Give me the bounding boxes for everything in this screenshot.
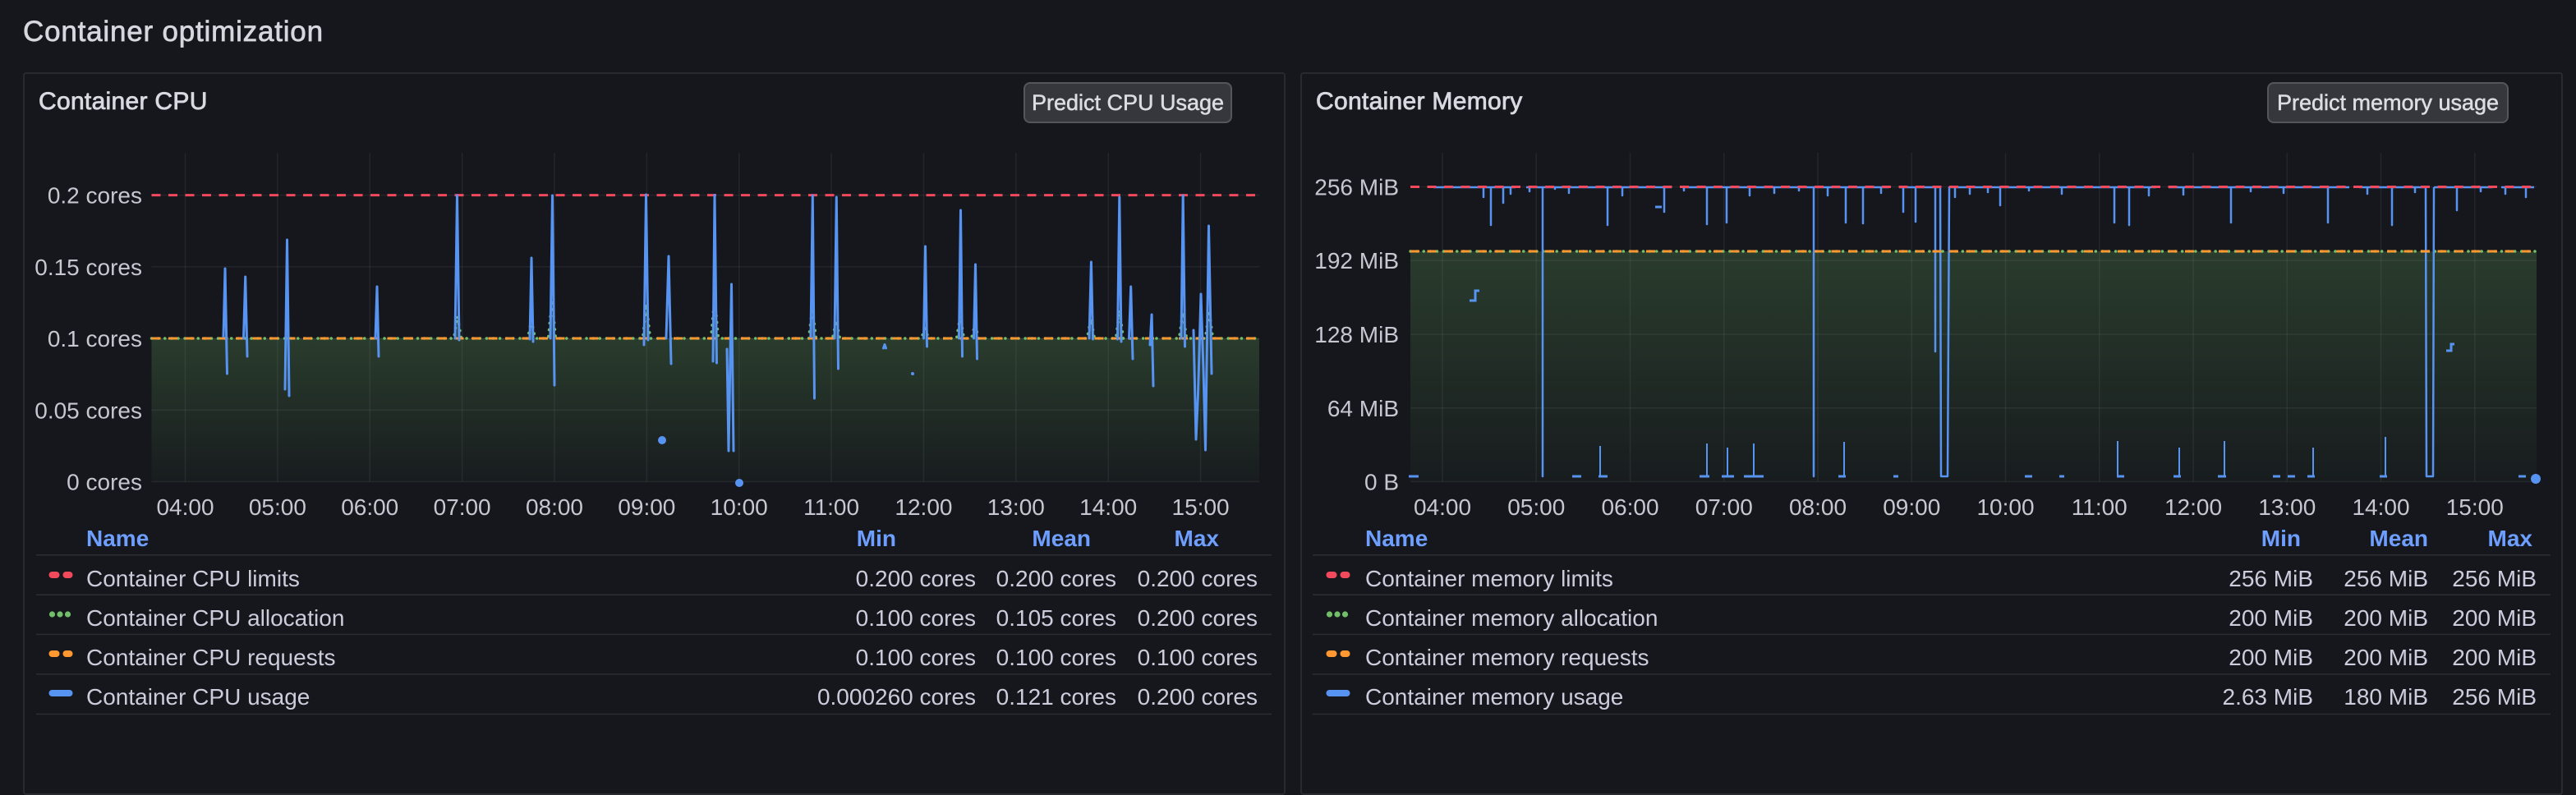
svg-text:14:00: 14:00	[2352, 494, 2409, 520]
svg-text:11:00: 11:00	[803, 494, 859, 520]
svg-text:06:00: 06:00	[341, 494, 398, 520]
svg-text:0.200 cores: 0.200 cores	[856, 566, 976, 591]
svg-text:12:00: 12:00	[895, 494, 952, 520]
svg-text:0.100 cores: 0.100 cores	[856, 605, 976, 631]
svg-text:10:00: 10:00	[1976, 494, 2034, 520]
svg-text:256 MiB: 256 MiB	[2344, 566, 2428, 591]
svg-text:0.105 cores: 0.105 cores	[996, 605, 1116, 631]
svg-text:192 MiB: 192 MiB	[1314, 248, 1399, 273]
svg-text:256 MiB: 256 MiB	[1314, 175, 1399, 200]
svg-text:0.100 cores: 0.100 cores	[856, 645, 976, 670]
svg-text:Min: Min	[857, 526, 896, 551]
svg-text:Container memory allocation: Container memory allocation	[1365, 605, 1658, 631]
svg-text:12:00: 12:00	[2164, 494, 2222, 520]
svg-text:07:00: 07:00	[1695, 494, 1753, 520]
svg-text:Name: Name	[1365, 526, 1428, 551]
svg-text:Max: Max	[2488, 526, 2533, 551]
svg-text:05:00: 05:00	[249, 494, 306, 520]
svg-text:256 MiB: 256 MiB	[2452, 566, 2537, 591]
svg-text:0.05 cores: 0.05 cores	[34, 398, 142, 423]
svg-text:2.63 MiB: 2.63 MiB	[2223, 684, 2314, 710]
svg-text:200 MiB: 200 MiB	[2229, 645, 2313, 670]
svg-text:256 MiB: 256 MiB	[2229, 566, 2313, 591]
svg-text:Min: Min	[2261, 526, 2301, 551]
svg-text:Container memory requests: Container memory requests	[1365, 645, 1649, 670]
svg-text:200 MiB: 200 MiB	[2344, 605, 2428, 631]
svg-text:07:00: 07:00	[434, 494, 491, 520]
svg-text:0 B: 0 B	[1364, 470, 1399, 495]
svg-text:Max: Max	[1175, 526, 1220, 551]
svg-text:14:00: 14:00	[1079, 494, 1137, 520]
svg-text:04:00: 04:00	[156, 494, 214, 520]
svg-text:180 MiB: 180 MiB	[2344, 684, 2428, 710]
svg-text:0.100 cores: 0.100 cores	[1138, 645, 1258, 670]
svg-text:128 MiB: 128 MiB	[1314, 322, 1399, 347]
svg-text:08:00: 08:00	[526, 494, 583, 520]
svg-text:15:00: 15:00	[2446, 494, 2504, 520]
svg-text:0.200 cores: 0.200 cores	[996, 566, 1116, 591]
svg-text:0.100 cores: 0.100 cores	[996, 645, 1116, 670]
svg-text:15:00: 15:00	[1172, 494, 1230, 520]
svg-text:09:00: 09:00	[618, 494, 675, 520]
svg-text:13:00: 13:00	[2258, 494, 2316, 520]
svg-text:Mean: Mean	[1032, 526, 1091, 551]
svg-text:Container CPU requests: Container CPU requests	[86, 645, 335, 670]
svg-text:0.2 cores: 0.2 cores	[48, 183, 142, 209]
svg-text:05:00: 05:00	[1507, 494, 1565, 520]
svg-text:0.121 cores: 0.121 cores	[996, 684, 1116, 710]
svg-text:08:00: 08:00	[1789, 494, 1847, 520]
svg-text:0.1 cores: 0.1 cores	[48, 326, 142, 352]
svg-text:0.15 cores: 0.15 cores	[34, 255, 142, 280]
svg-text:Container memory limits: Container memory limits	[1365, 566, 1613, 591]
svg-text:200 MiB: 200 MiB	[2344, 645, 2428, 670]
svg-text:Container memory usage: Container memory usage	[1365, 684, 1623, 710]
svg-text:11:00: 11:00	[2072, 494, 2128, 520]
svg-text:200 MiB: 200 MiB	[2229, 605, 2313, 631]
svg-text:10:00: 10:00	[711, 494, 768, 520]
svg-text:64 MiB: 64 MiB	[1327, 396, 1399, 421]
svg-text:0.200 cores: 0.200 cores	[1138, 684, 1258, 710]
svg-text:Mean: Mean	[2369, 526, 2428, 551]
svg-text:13:00: 13:00	[987, 494, 1045, 520]
svg-text:256 MiB: 256 MiB	[2452, 684, 2537, 710]
svg-text:Container CPU limits: Container CPU limits	[86, 566, 300, 591]
svg-text:0 cores: 0 cores	[67, 470, 142, 495]
svg-text:0.200 cores: 0.200 cores	[1138, 566, 1258, 591]
svg-text:200 MiB: 200 MiB	[2452, 605, 2537, 631]
svg-text:Container CPU allocation: Container CPU allocation	[86, 605, 344, 631]
svg-text:06:00: 06:00	[1601, 494, 1658, 520]
svg-text:09:00: 09:00	[1883, 494, 1940, 520]
svg-text:Name: Name	[86, 526, 149, 551]
svg-text:04:00: 04:00	[1414, 494, 1471, 520]
svg-text:0.000260 cores: 0.000260 cores	[817, 684, 976, 710]
svg-text:200 MiB: 200 MiB	[2452, 645, 2537, 670]
svg-text:0.200 cores: 0.200 cores	[1138, 605, 1258, 631]
svg-text:Container CPU usage: Container CPU usage	[86, 684, 310, 710]
